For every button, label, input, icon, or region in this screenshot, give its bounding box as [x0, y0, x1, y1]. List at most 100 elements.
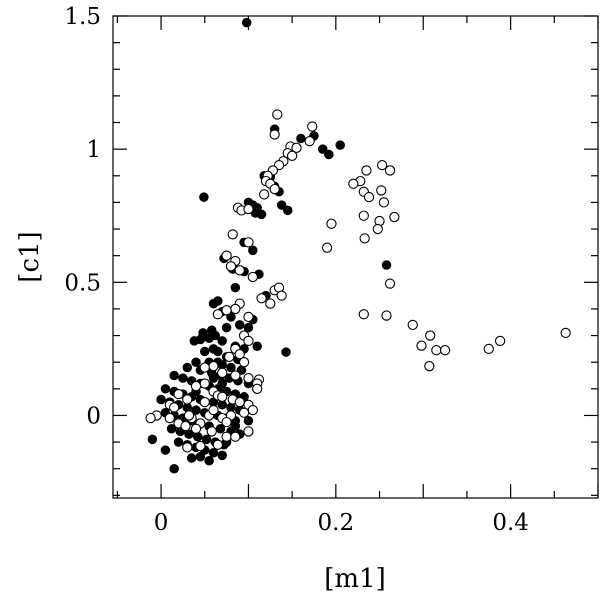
filled-point	[317, 144, 328, 154]
open-point	[208, 404, 219, 416]
filled-point	[169, 370, 179, 381]
open-point	[272, 109, 283, 120]
filled-point	[381, 260, 392, 270]
open-point	[326, 218, 337, 229]
filled-point	[217, 336, 227, 346]
open-point	[230, 303, 241, 315]
filled-point	[226, 362, 236, 373]
open-point	[321, 242, 333, 253]
filled-point	[252, 341, 262, 351]
filled-point	[208, 298, 219, 309]
open-point	[195, 440, 206, 452]
open-point	[206, 426, 217, 437]
filled-point	[213, 346, 223, 357]
open-point	[407, 319, 418, 331]
filled-point	[204, 333, 214, 343]
open-point	[190, 423, 202, 434]
filled-point	[193, 432, 203, 442]
open-point	[307, 121, 318, 132]
open-point	[359, 233, 370, 244]
open-point	[494, 335, 506, 347]
filled-point	[230, 282, 241, 293]
filled-point	[208, 373, 219, 383]
open-point	[238, 357, 250, 368]
open-point	[221, 416, 232, 428]
filled-point	[173, 437, 184, 447]
open-point	[212, 309, 224, 320]
open-point	[425, 330, 436, 341]
filled-point	[248, 245, 258, 256]
open-point	[384, 278, 396, 289]
plot-frame	[112, 15, 599, 499]
open-point	[243, 203, 254, 215]
open-point	[225, 261, 237, 272]
filled-point	[147, 434, 158, 445]
open-point	[431, 345, 442, 356]
filled-point	[204, 455, 214, 466]
open-point	[363, 191, 375, 203]
x-tick-label: 0.2	[318, 510, 355, 536]
open-point	[376, 185, 387, 196]
open-point	[180, 420, 191, 432]
open-point	[199, 378, 210, 389]
filled-point	[324, 149, 334, 160]
open-point	[199, 396, 210, 408]
filled-point	[178, 373, 188, 383]
open-point	[227, 229, 238, 240]
open-point	[243, 426, 254, 437]
open-point	[286, 150, 298, 161]
open-point	[358, 210, 369, 221]
filled-point	[201, 434, 212, 445]
filled-point	[186, 453, 197, 463]
open-point	[164, 412, 175, 424]
open-point	[182, 394, 193, 405]
tick-labels: 0 0.2 0.4 0 0.5 1 1.5	[64, 4, 528, 536]
filled-point	[243, 416, 254, 426]
open-point	[276, 290, 287, 301]
filled-point	[191, 405, 201, 415]
open-point	[384, 165, 396, 176]
open-point	[217, 367, 228, 378]
filled-point	[296, 133, 306, 144]
open-point	[224, 351, 235, 363]
open-point	[252, 383, 263, 394]
filled-point	[166, 424, 177, 434]
filled-point	[221, 322, 232, 333]
y-tick-label: 1.5	[64, 4, 101, 30]
open-point	[358, 309, 369, 320]
open-point	[269, 183, 280, 195]
y-axis-label: [c1]	[15, 231, 45, 282]
filled-point	[184, 429, 194, 439]
open-point	[212, 439, 224, 450]
filled-point	[215, 424, 226, 434]
data-points	[145, 17, 571, 474]
filled-point	[217, 450, 227, 461]
filled-point	[182, 362, 193, 373]
open-point	[291, 142, 302, 153]
y-tick-label: 1	[86, 137, 101, 163]
open-point	[416, 340, 427, 351]
filled-point	[156, 394, 166, 405]
filled-point	[200, 346, 210, 357]
open-point	[304, 136, 315, 147]
open-point	[483, 343, 494, 355]
open-point	[169, 402, 180, 413]
y-tick-label: 0	[86, 403, 101, 429]
open-point	[389, 211, 400, 223]
open-point	[243, 237, 254, 248]
filled-point	[335, 140, 345, 150]
open-point	[183, 410, 195, 421]
open-point	[238, 407, 250, 418]
filled-point	[160, 445, 171, 455]
open-point	[378, 197, 390, 208]
open-point	[439, 345, 451, 356]
open-point	[221, 250, 232, 261]
filled-point	[241, 17, 252, 28]
filled-point	[283, 205, 293, 216]
y-tick-label: 0.5	[64, 270, 101, 296]
open-point	[199, 362, 210, 373]
open-point	[372, 223, 383, 235]
open-point	[256, 293, 267, 304]
open-point	[269, 129, 280, 140]
